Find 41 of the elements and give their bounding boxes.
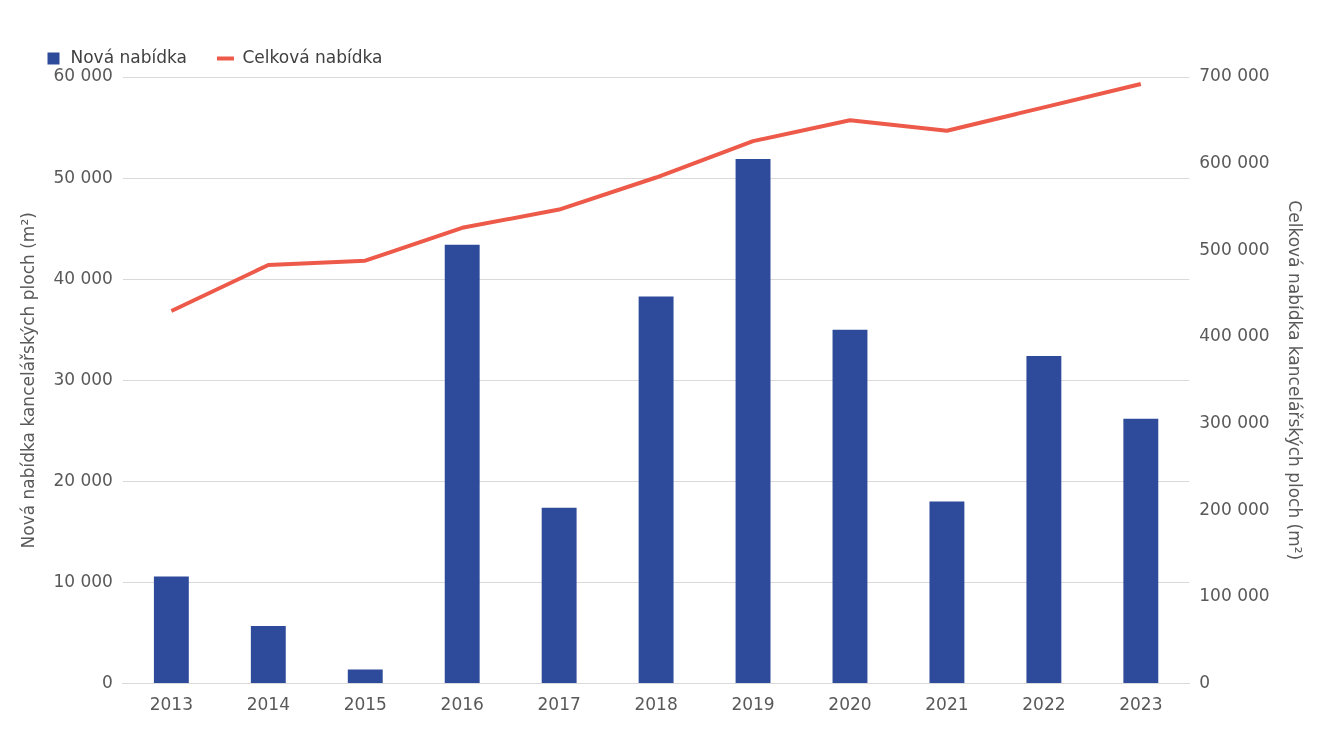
bar bbox=[1026, 356, 1062, 684]
bar bbox=[250, 625, 286, 684]
x-tick-label: 2015 bbox=[343, 694, 387, 715]
x-tick-label: 2021 bbox=[925, 694, 969, 715]
bar bbox=[929, 501, 965, 684]
x-tick-label: 2023 bbox=[1119, 694, 1163, 715]
y-tick-label: 20 000 bbox=[53, 469, 113, 490]
y2-tick-label: 300 000 bbox=[1199, 412, 1270, 433]
legend-label: Celková nabídka bbox=[242, 46, 383, 67]
x-tick-label: 2022 bbox=[1022, 694, 1066, 715]
x-tick-label: 2020 bbox=[828, 694, 872, 715]
y-tick-label: 50 000 bbox=[53, 166, 113, 187]
legend-label: Nová nabídka bbox=[70, 46, 187, 67]
y-axis-title: Nová nabídka kancelářských ploch (m²) bbox=[17, 212, 38, 549]
y2-axis-title: Celková nabídka kancelářských ploch (m²) bbox=[1285, 200, 1306, 561]
x-tick-label: 2013 bbox=[149, 694, 193, 715]
bar bbox=[347, 669, 383, 684]
y2-tick-label: 200 000 bbox=[1199, 498, 1270, 519]
y2-tick-label: 400 000 bbox=[1199, 325, 1270, 346]
bar bbox=[1123, 418, 1159, 684]
x-tick-label: 2017 bbox=[537, 694, 581, 715]
bar bbox=[832, 329, 868, 684]
y2-tick-label: 500 000 bbox=[1199, 238, 1270, 259]
x-tick-label: 2016 bbox=[440, 694, 484, 715]
bar bbox=[541, 507, 577, 684]
bar bbox=[444, 244, 480, 684]
y-tick-label: 10 000 bbox=[53, 570, 113, 591]
y2-tick-label: 100 000 bbox=[1199, 585, 1270, 606]
bar bbox=[153, 576, 189, 684]
y2-tick-label: 600 000 bbox=[1199, 152, 1270, 173]
y-tick-label: 60 000 bbox=[53, 65, 113, 86]
bar bbox=[735, 158, 771, 684]
y-tick-label: 30 000 bbox=[53, 368, 113, 389]
y-tick-label: 40 000 bbox=[53, 267, 113, 288]
bar bbox=[638, 296, 674, 684]
x-tick-label: 2019 bbox=[731, 694, 775, 715]
x-tick-label: 2018 bbox=[634, 694, 678, 715]
y2-tick-label: 0 bbox=[1199, 672, 1211, 693]
y2-tick-label: 700 000 bbox=[1199, 65, 1270, 86]
y-tick-label: 0 bbox=[102, 672, 113, 693]
x-tick-label: 2014 bbox=[246, 694, 290, 715]
